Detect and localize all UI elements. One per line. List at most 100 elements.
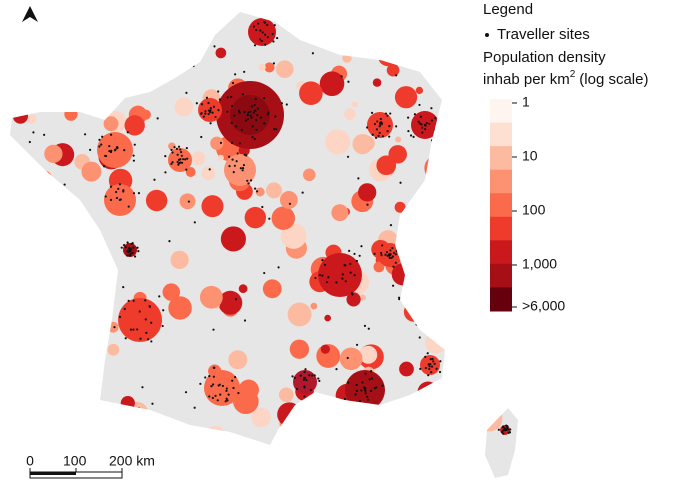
traveller-site [43,133,46,136]
traveller-site [341,277,344,280]
traveller-site [424,355,427,358]
traveller-site [395,125,398,128]
traveller-site [257,22,260,25]
traveller-site [381,384,384,387]
density-area [51,199,60,208]
traveller-site [433,180,436,183]
density-area [313,449,324,460]
density-area [418,198,442,222]
density-area [347,21,368,42]
colorbar-label: 10 [522,148,538,164]
traveller-site [120,246,123,249]
traveller-site [119,198,122,201]
traveller-site [129,328,133,331]
traveller-site [237,109,241,112]
traveller-site [168,473,172,477]
scale-segment [30,472,76,475]
traveller-site [141,386,144,389]
density-area [210,136,224,150]
traveller-site [386,114,389,117]
traveller-site [225,389,228,392]
traveller-site [263,122,266,125]
traveller-site [139,337,142,340]
traveller-site [129,252,133,255]
density-area [358,183,377,202]
traveller-site [142,427,145,430]
traveller-site [246,179,249,182]
traveller-site [132,154,135,157]
traveller-site [126,131,129,134]
traveller-site [184,158,187,161]
density-area [100,255,109,264]
traveller-site [434,117,437,120]
traveller-site [363,324,367,327]
traveller-site [379,251,383,255]
density-area [244,206,267,229]
density-area [107,321,119,333]
traveller-site [212,105,216,108]
traveller-site [90,282,93,286]
traveller-site [171,151,174,154]
traveller-site [348,249,351,252]
unit-exp: 2 [570,69,576,80]
density-area [201,166,216,181]
density-area [174,97,194,117]
traveller-site [384,253,387,256]
traveller-site [318,273,321,277]
traveller-site [89,148,92,151]
traveller-site [299,374,302,377]
traveller-site [321,274,324,277]
traveller-site [310,374,314,377]
traveller-site [230,95,233,99]
density-area [344,108,356,120]
density-area [262,279,282,299]
traveller-site [100,143,103,146]
traveller-site [258,38,262,41]
traveller-site [13,376,16,379]
density-area [462,389,475,403]
legend-title: Legend [483,1,533,18]
traveller-site [323,263,327,266]
density-area [23,265,45,288]
traveller-site [179,161,182,164]
traveller-site [418,103,421,107]
density-area [454,314,474,335]
traveller-site [364,389,367,393]
traveller-site [122,244,126,247]
traveller-site [464,273,467,276]
density-area [372,78,382,87]
traveller-site [211,396,214,400]
density-area [67,226,84,243]
traveller-site [225,387,228,390]
traveller-site [349,271,352,274]
scale-label: 200 km [109,453,155,469]
traveller-site [259,116,262,119]
traveller-site [349,262,352,265]
traveller-site [420,123,423,126]
legend-dot [485,33,489,37]
traveller-site [131,241,134,245]
density-area [447,401,474,428]
traveller-site [51,240,54,243]
traveller-site [473,270,476,273]
traveller-site [357,177,360,180]
density-area [103,116,119,132]
traveller-site [283,452,286,455]
density-area [145,189,168,212]
traveller-site [280,102,283,105]
density-area [415,86,424,95]
traveller-site [347,381,350,384]
traveller-site [13,38,16,41]
traveller-site [267,111,270,114]
traveller-site [133,255,137,258]
traveller-site [302,21,305,24]
traveller-site [497,428,500,431]
traveller-site [439,360,442,363]
traveller-site [240,128,243,131]
traveller-site [371,133,374,136]
traveller-site [370,377,374,380]
traveller-site [368,378,371,381]
density-area [339,347,363,371]
traveller-site [212,328,215,331]
